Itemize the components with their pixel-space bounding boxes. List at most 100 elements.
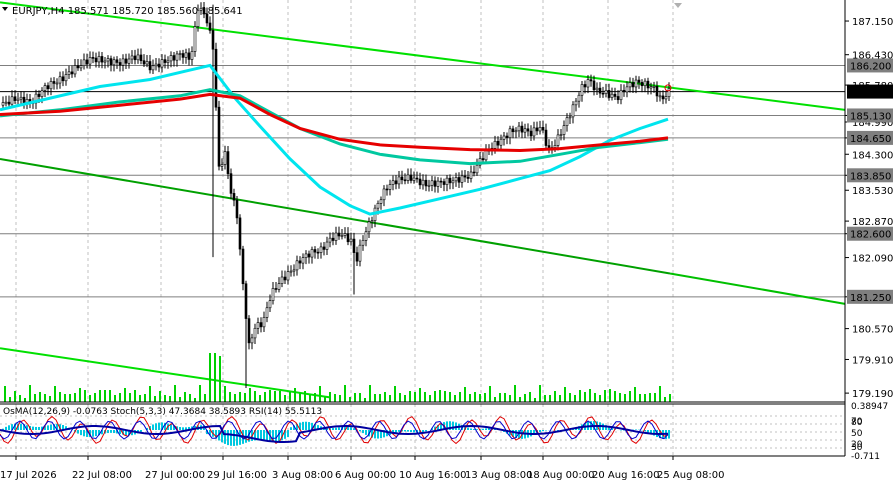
osma-bar (434, 426, 436, 430)
osma-bar (140, 430, 142, 432)
candle-body (160, 59, 164, 68)
trend-lines (0, 1, 846, 399)
volume-bar (249, 388, 251, 402)
volume-bar (609, 389, 611, 402)
candle-body (232, 193, 236, 201)
candle-body (10, 96, 14, 105)
candle-body (658, 95, 662, 98)
candle-body (385, 188, 389, 191)
candle-body (220, 164, 224, 167)
osma-bar (86, 430, 88, 437)
candle-body (559, 134, 563, 136)
volume-bar (339, 395, 341, 402)
candle-body (388, 184, 392, 190)
volume-bar (514, 385, 516, 402)
candle-body (286, 271, 290, 281)
osma-bar (215, 430, 217, 439)
candle-body (619, 89, 623, 101)
osma-bar (635, 429, 637, 430)
volume-bar (489, 386, 491, 402)
candlesticks (1, 1, 671, 388)
candle-body (631, 82, 635, 88)
candle-body (439, 180, 443, 183)
volume-bar (649, 393, 651, 402)
candle-body (601, 92, 605, 95)
candle-body (37, 93, 41, 97)
candle-body (241, 248, 245, 285)
axis-labels: 187.150186.430185.780185.130184.990184.6… (0, 17, 893, 481)
candle-body (193, 26, 197, 52)
osma-bar (440, 423, 442, 430)
candle-body (172, 55, 176, 61)
volume-bar (509, 395, 511, 402)
y-tick-label: 179.910 (852, 355, 893, 366)
volume-bar (214, 353, 216, 402)
candle-body (196, 9, 200, 27)
x-tick-label: 13 Aug 08:00 (465, 470, 532, 481)
chart-title: EURJPY,H4 185.571 185.720 185.560 185.64… (12, 6, 243, 17)
osma-bar (347, 426, 349, 430)
osc-axis-label: -0.711 (851, 452, 880, 462)
osma-bar (83, 430, 85, 437)
volume-bar (669, 394, 671, 402)
candle-body (307, 253, 311, 258)
candle-body (43, 85, 47, 91)
candle-body (586, 79, 590, 88)
candle-body (247, 318, 251, 344)
volume-bar (384, 392, 386, 402)
volume-bar (14, 391, 16, 402)
volume-bar (519, 397, 521, 402)
level-label-box (847, 58, 893, 73)
osma-bar (314, 423, 316, 430)
candle-body (88, 57, 92, 65)
candle-body (403, 179, 407, 182)
osma-bar (668, 430, 670, 439)
candle-body (625, 86, 629, 93)
candle-body (337, 232, 341, 237)
candle-body (502, 135, 506, 140)
volume-bar (559, 395, 561, 402)
osma-bar (293, 425, 295, 430)
candle-body (79, 65, 83, 69)
osma-bar (20, 423, 22, 430)
candle-body (451, 180, 455, 184)
osma-bar (152, 424, 154, 430)
volume-bar (64, 394, 66, 402)
candle-body (526, 128, 530, 132)
x-tick-label: 10 Aug 16:00 (399, 470, 466, 481)
candle-body (226, 151, 230, 174)
y-tick-label: 182.870 (852, 217, 893, 228)
osma-bar (95, 430, 97, 437)
osma-bar (398, 430, 400, 432)
osma-bar (386, 430, 388, 437)
osma-bar (272, 430, 274, 443)
osma-bar (509, 430, 511, 436)
candle-body (238, 217, 242, 250)
osc-axis-label: 80 (851, 418, 863, 428)
candle-body (70, 71, 74, 75)
candle-body (118, 62, 122, 66)
candle-body (538, 127, 542, 132)
osma-bar (281, 430, 283, 441)
candle-body (259, 322, 263, 328)
candle-body (466, 176, 470, 179)
osma-bar (338, 427, 340, 430)
osma-bar (230, 430, 232, 446)
osma-bar (119, 430, 121, 435)
candle-body (148, 61, 152, 71)
volume-bar (614, 391, 616, 402)
volume-bar (474, 392, 476, 402)
osma-bar (50, 424, 52, 430)
osma-bar (47, 425, 49, 430)
candle-body (418, 178, 422, 186)
volume-bar (284, 395, 286, 402)
volume-bar (414, 392, 416, 402)
candle-body (397, 176, 401, 185)
candle-body (325, 241, 329, 250)
volume-bar (484, 393, 486, 402)
osma-bar (542, 430, 544, 432)
candle-body (571, 104, 575, 118)
candle-body (499, 138, 503, 146)
candle-body (613, 93, 617, 97)
volume-bar (399, 393, 401, 402)
